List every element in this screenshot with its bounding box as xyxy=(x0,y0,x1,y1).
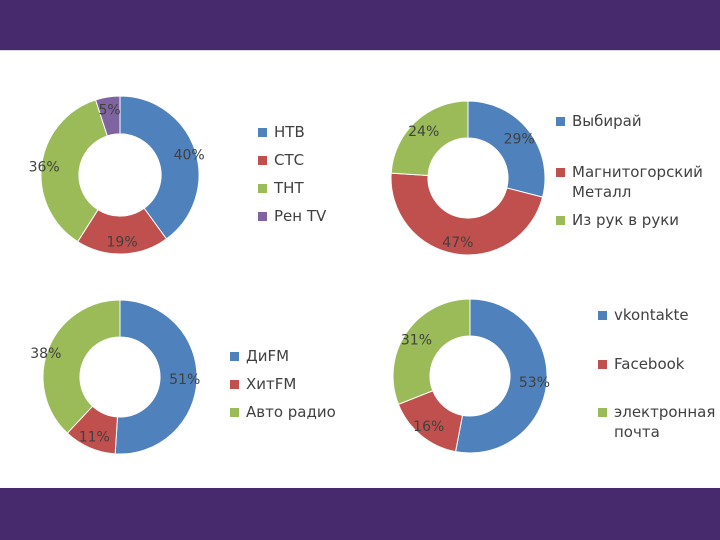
slice-percent-label: 36% xyxy=(29,160,60,176)
slice-percent-label: 11% xyxy=(79,429,110,445)
legend-label: Магнитогорский Металл xyxy=(572,163,703,201)
legend-swatch xyxy=(598,408,607,417)
donut-slice-3 xyxy=(94,95,121,137)
legend-label: ХитFM xyxy=(246,375,297,393)
newspapers-legend: Выбирай Магнитогорский Металл Из рук в р… xyxy=(556,111,716,236)
slice-percent-label: 47% xyxy=(442,235,473,251)
donut-slice-2 xyxy=(40,99,108,243)
donut-slice-2 xyxy=(42,299,121,434)
slice-percent-label: 29% xyxy=(504,131,535,147)
top-banner xyxy=(0,0,720,50)
donut-slice-1 xyxy=(390,172,544,256)
legend-swatch xyxy=(556,168,565,177)
tv-channels-donut: 40% 19% 36% 5% xyxy=(29,95,205,255)
tv-channels-legend: НТВ СТС ТНТ Рен TV xyxy=(258,122,368,232)
donut-slice-0 xyxy=(119,95,200,240)
legend-label: Авто радио xyxy=(246,403,336,421)
slice-percent-label: 40% xyxy=(174,147,205,163)
slice-percent-label: 24% xyxy=(408,124,439,140)
legend-swatch xyxy=(556,216,565,225)
donut-slice-2 xyxy=(390,100,469,177)
slice-percent-label: 51% xyxy=(169,372,200,388)
legend-label: электронная почта xyxy=(614,403,716,441)
radio-legend: ДиFM ХитFM Авто радио xyxy=(230,346,350,426)
legend-label: Из рук в руки xyxy=(572,211,680,229)
donut-slice-0 xyxy=(467,100,546,198)
donut-slice-0 xyxy=(454,298,548,454)
legend-swatch xyxy=(258,128,267,137)
legend-label: ТНТ xyxy=(274,179,304,197)
legend-swatch xyxy=(230,380,239,389)
legend-label: Facebook xyxy=(614,355,685,373)
legend-label: ДиFM xyxy=(246,347,290,365)
legend-label: Рен TV xyxy=(274,207,327,225)
slice-percent-label: 38% xyxy=(30,346,61,362)
internet-donut: 53% 16% 31% xyxy=(392,298,550,454)
divider xyxy=(0,50,720,51)
legend-swatch xyxy=(556,117,565,126)
donut-slice-0 xyxy=(114,299,198,455)
slice-percent-label: 16% xyxy=(413,419,444,435)
radio-donut: 51% 11% 38% xyxy=(30,299,200,455)
donut-slice-2 xyxy=(392,298,471,405)
legend-swatch xyxy=(258,184,267,193)
legend-label: vkontakte xyxy=(614,306,689,324)
legend-swatch xyxy=(598,311,607,320)
slice-percent-label: 19% xyxy=(107,234,138,250)
slice-percent-label: 31% xyxy=(401,333,432,349)
internet-legend: vkontakte Facebook электронная почта xyxy=(598,305,716,450)
legend-swatch xyxy=(258,156,267,165)
legend-swatch xyxy=(230,408,239,417)
legend-label: Выбирай xyxy=(572,112,642,130)
legend-swatch xyxy=(230,352,239,361)
legend-swatch xyxy=(258,212,267,221)
legend-label: СТС xyxy=(274,151,305,169)
bottom-banner xyxy=(0,488,720,540)
legend-label: НТВ xyxy=(274,123,305,141)
slice-percent-label: 53% xyxy=(519,375,550,391)
slice-percent-label: 5% xyxy=(99,102,121,118)
legend-swatch xyxy=(598,360,607,369)
newspapers-donut: 29% 47% 24% xyxy=(390,100,546,256)
